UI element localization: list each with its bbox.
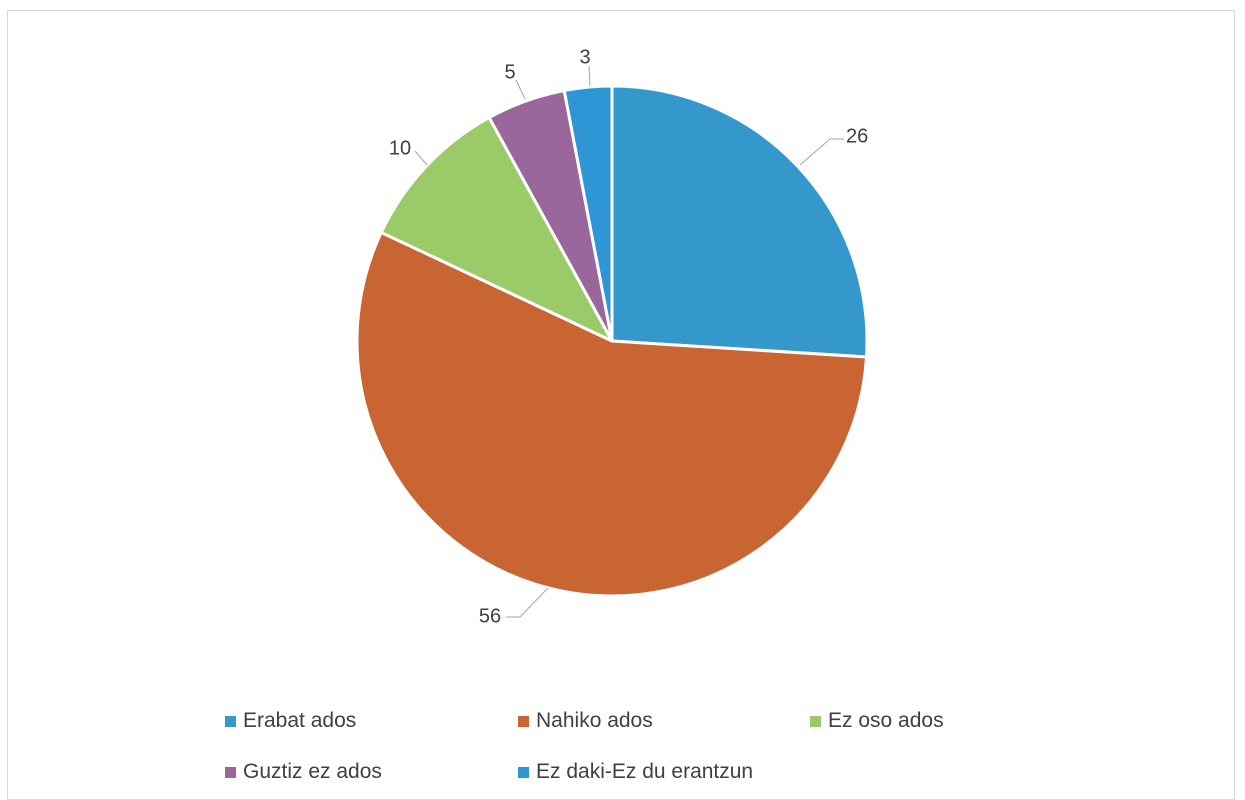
data-label: 3 (579, 46, 590, 68)
data-label: 26 (846, 125, 868, 147)
data-labels: 26 56 10 5 3 (389, 46, 868, 627)
leader-lines (414, 65, 844, 618)
leader-line (515, 79, 526, 100)
leader-line (588, 65, 591, 87)
pie-slice-ez-daki-ez-du-erantzun (562, 84, 614, 343)
data-label: 10 (389, 137, 411, 159)
pie-slice-nahiko-ados (355, 230, 868, 598)
pie-slice-erabat-ados (610, 84, 869, 359)
pie-slice-ez-oso-ados (379, 116, 614, 343)
leader-line (799, 138, 844, 166)
data-label: 5 (504, 61, 515, 83)
pie-slices (355, 84, 869, 598)
data-label: 56 (479, 605, 501, 627)
leader-line (506, 587, 549, 618)
leader-line (414, 150, 428, 166)
